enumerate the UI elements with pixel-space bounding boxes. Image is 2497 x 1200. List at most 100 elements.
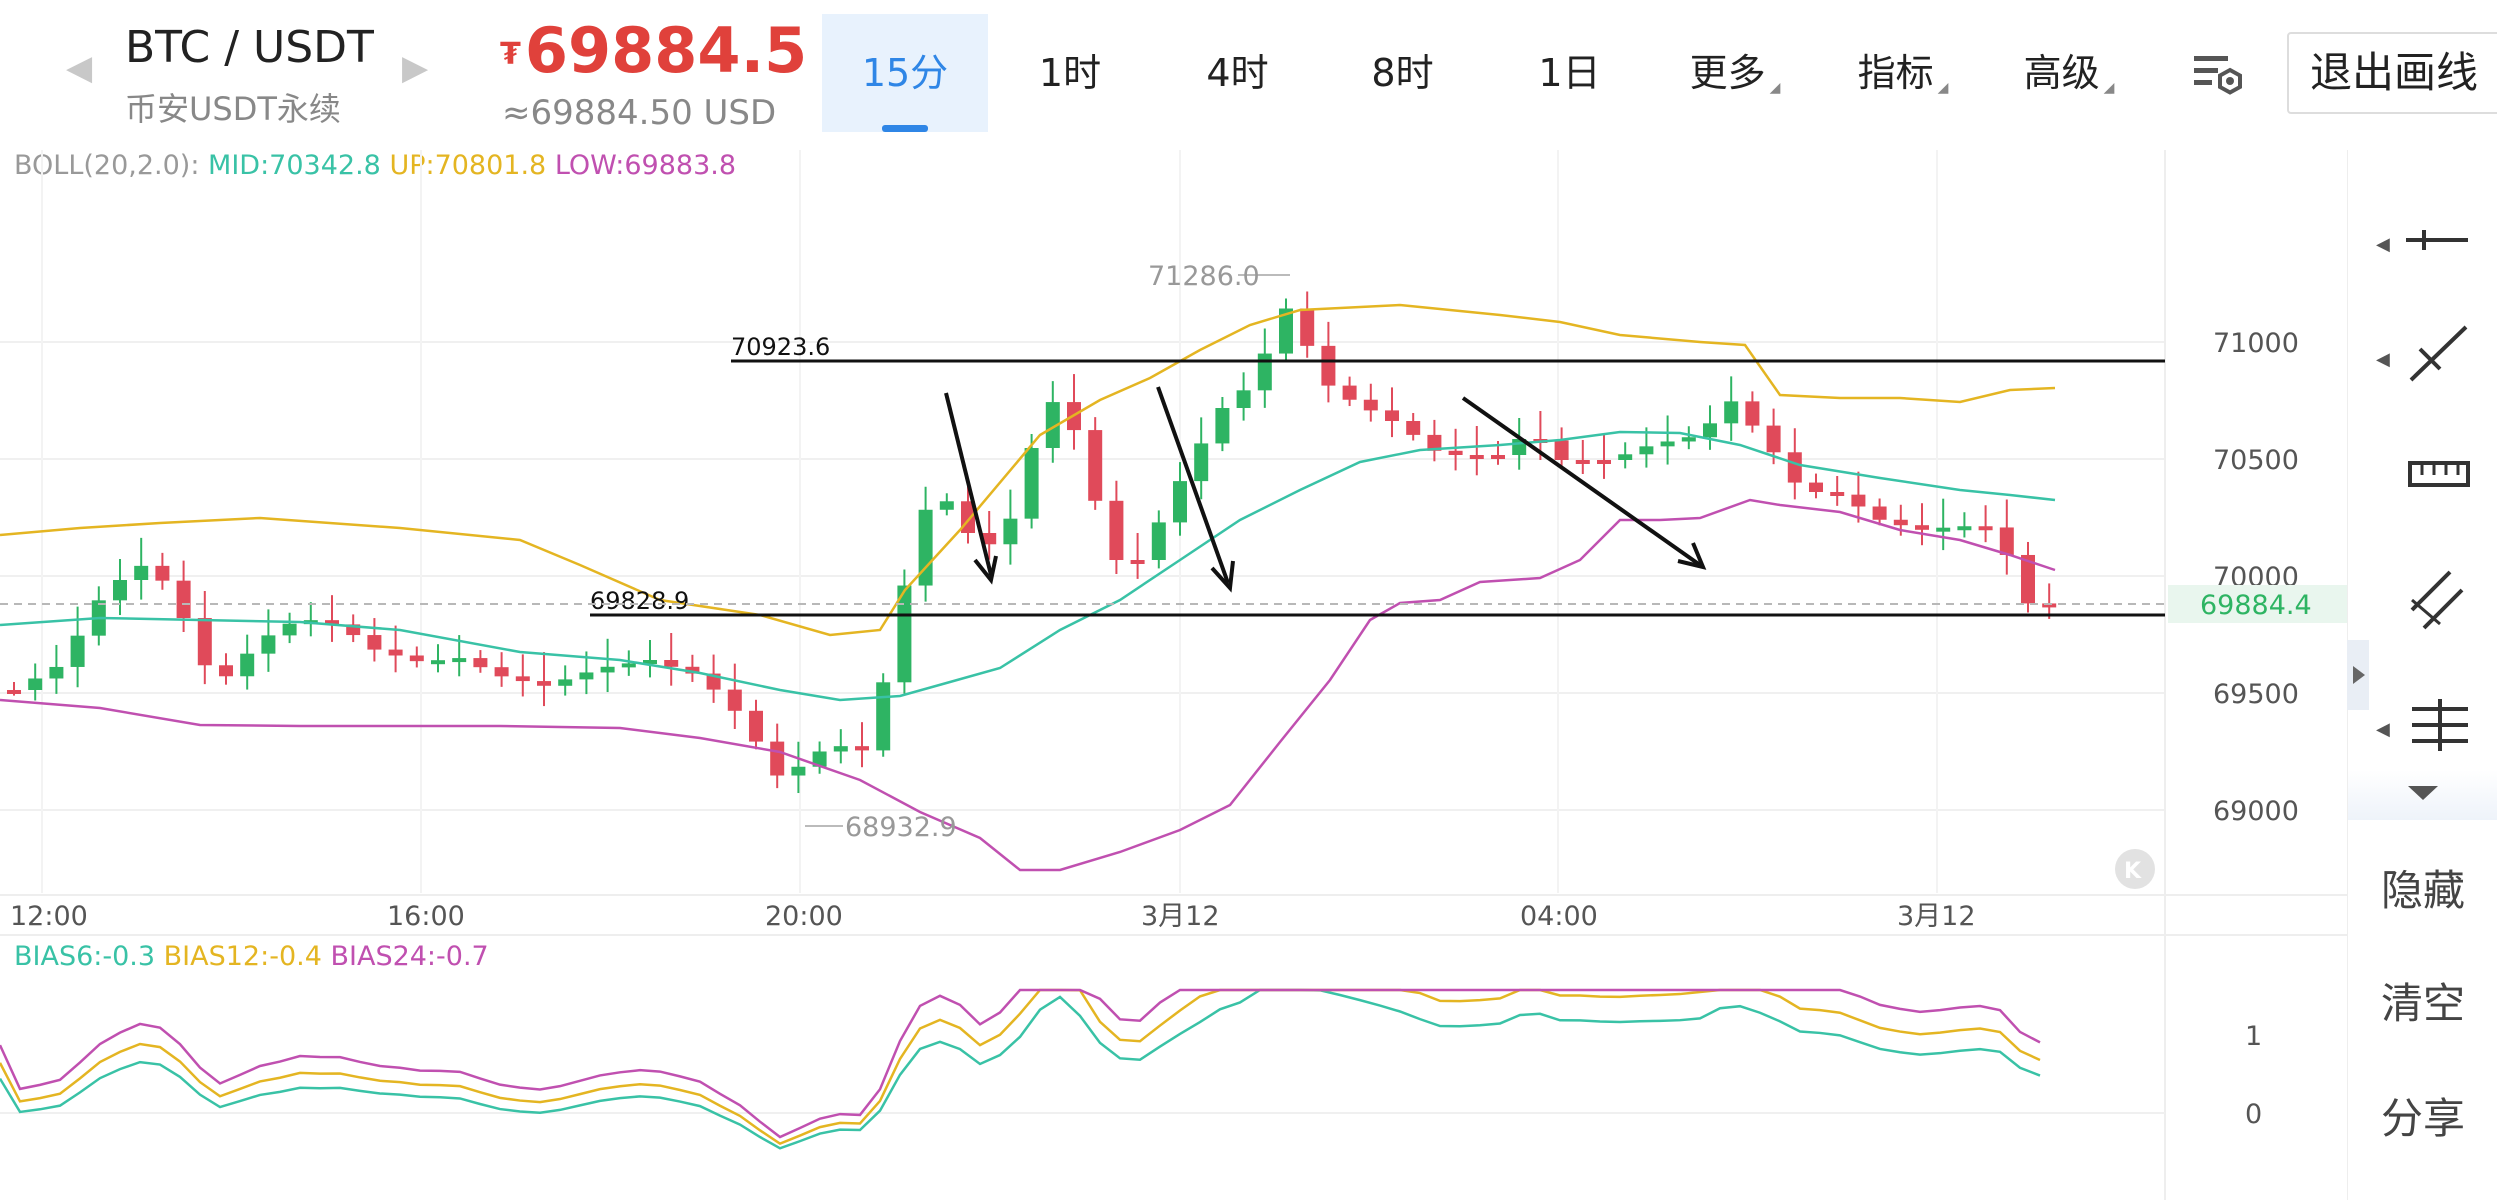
tab-indicators[interactable]: 指标 ◢ — [1818, 14, 1988, 132]
share-button[interactable]: 分享 — [2380, 1094, 2465, 1143]
candle-body — [685, 666, 700, 674]
next-pair-icon[interactable]: ▶ — [402, 48, 429, 88]
candle-body — [621, 663, 636, 668]
horizontal-ray-icon — [2406, 230, 2468, 250]
candle-body — [1363, 399, 1378, 411]
bias-tick: 0 — [2245, 1099, 2262, 1130]
candle-body — [1279, 308, 1293, 354]
tab-4h[interactable]: 4时 — [1206, 51, 1269, 95]
pair-title[interactable]: BTC / USDT — [125, 22, 374, 73]
candle-body — [1999, 527, 2014, 555]
candle-body — [1003, 518, 1018, 545]
candle-body — [1830, 492, 1845, 496]
horizontal-ray-tool[interactable]: ◀ — [2376, 200, 2476, 280]
drawn-arrow[interactable] — [1461, 396, 1707, 570]
candle-body — [1936, 527, 1951, 532]
candle-body — [1639, 446, 1654, 455]
bias-tick: 1 — [2245, 1021, 2262, 1052]
dropdown-icon: ◢ — [1937, 80, 1949, 96]
candle-body — [1194, 443, 1209, 482]
candle-body — [219, 665, 233, 677]
toolbar-scroll-area[interactable] — [2348, 770, 2497, 820]
tab-more[interactable]: 更多 ◢ — [1650, 14, 1820, 132]
chevron-right-icon — [2353, 666, 2365, 684]
bollinger-bands — [0, 303, 2056, 872]
candle-body — [643, 660, 657, 664]
tab-more-label: 更多 — [1689, 51, 1766, 95]
candle-body — [367, 635, 382, 650]
candle-body — [833, 746, 848, 752]
parallel-channel-tool[interactable] — [2376, 560, 2476, 640]
bias-legend: BIAS6:-0.3 BIAS12:-0.4 BIAS24:-0.7 — [14, 941, 489, 972]
candle-body — [1385, 410, 1399, 421]
drawn-arrow[interactable] — [944, 392, 998, 585]
candle-body — [452, 658, 467, 663]
tab-advanced[interactable]: 高级 ◢ — [1984, 14, 2154, 132]
bias-series — [0, 988, 2041, 1150]
y-tick: 70500 — [2213, 445, 2299, 476]
drawn-arrow[interactable] — [1156, 386, 1235, 593]
candle-body — [1300, 308, 1315, 346]
tab-advanced-label: 高级 — [2023, 51, 2100, 95]
y-tick: 71000 — [2213, 328, 2299, 359]
expand-icon: ◀ — [2376, 719, 2390, 740]
bias24: BIAS24:-0.7 — [330, 941, 489, 972]
reset-view-icon[interactable] — [2115, 849, 2155, 889]
candle-body — [579, 672, 594, 680]
pair-subtitle: 币安USDT永续 — [125, 90, 341, 128]
candle-body — [1893, 519, 1908, 526]
candle-body — [1703, 423, 1717, 438]
collapse-toolbar-tab[interactable] — [2347, 640, 2369, 710]
candle-body — [282, 623, 297, 636]
candle-body — [1618, 454, 1633, 460]
x-tick: 04:00 — [1520, 901, 1598, 932]
candle-body — [1045, 402, 1060, 448]
hide-drawings-button[interactable]: 隐藏 — [2380, 866, 2465, 915]
candle-body — [1215, 408, 1230, 444]
candle-body — [1448, 450, 1463, 455]
tab-8h[interactable]: 8时 — [1371, 51, 1434, 95]
candle-body — [876, 682, 891, 751]
tab-15m[interactable]: 15分 — [822, 14, 988, 132]
candlestick-series — [7, 291, 2057, 794]
x-tick: 12:00 — [10, 901, 88, 932]
candle-body — [1787, 452, 1802, 483]
bias12: BIAS12:-0.4 — [163, 941, 322, 972]
boll-upper-line — [0, 303, 2056, 637]
candle-body — [1978, 526, 1993, 531]
ruler-tool[interactable] — [2376, 435, 2476, 515]
candle-body — [1809, 482, 1823, 492]
candle-body — [1724, 401, 1739, 424]
candle-body — [600, 666, 615, 673]
candle-body — [28, 678, 43, 690]
candle-body — [176, 580, 191, 619]
price-value: 69884.5 — [524, 14, 808, 87]
drawn-line-resistance-label: 70923.6 — [731, 333, 830, 361]
tether-icon: ₮ — [500, 37, 521, 73]
candle-body — [494, 667, 509, 677]
clear-drawings-button[interactable]: 清空 — [2380, 979, 2465, 1028]
candle-body — [1173, 481, 1187, 523]
last-price-tag — [2168, 585, 2347, 623]
bias6-line — [0, 988, 2041, 1150]
exit-drawing-button[interactable]: 退出画线 — [2287, 32, 2497, 114]
candle-body — [1872, 506, 1887, 520]
candle-body — [1257, 353, 1272, 391]
tab-1h[interactable]: 1时 — [1038, 51, 1102, 95]
candle-body — [261, 635, 276, 654]
candle-body — [727, 689, 742, 711]
fib-levels-tool[interactable]: ◀ — [2376, 685, 2476, 765]
x-tick: 3月12 — [1141, 901, 1220, 932]
candle-body — [1957, 526, 1972, 531]
candle-body — [388, 649, 403, 656]
boll-legend: BOLL(20,2.0): MID:70342.8 UP:70801.8 LOW… — [14, 150, 736, 181]
tab-1d[interactable]: 1日 — [1538, 51, 1601, 95]
header: ◀ BTC / USDT 币安USDT永续 ▶ ₮69884.5↘ ≈69884… — [0, 0, 2497, 140]
trend-line-tool[interactable]: ◀ — [2376, 315, 2476, 395]
candle-body — [1109, 500, 1124, 560]
kline-chart[interactable]: 70923.6 69828.9 71286.0 68932.9 71000 70… — [0, 0, 2347, 1200]
candle-body — [1681, 437, 1696, 442]
candle-body — [855, 746, 869, 751]
chart-settings-icon[interactable] — [2190, 46, 2246, 102]
prev-pair-icon[interactable]: ◀ — [66, 48, 93, 88]
